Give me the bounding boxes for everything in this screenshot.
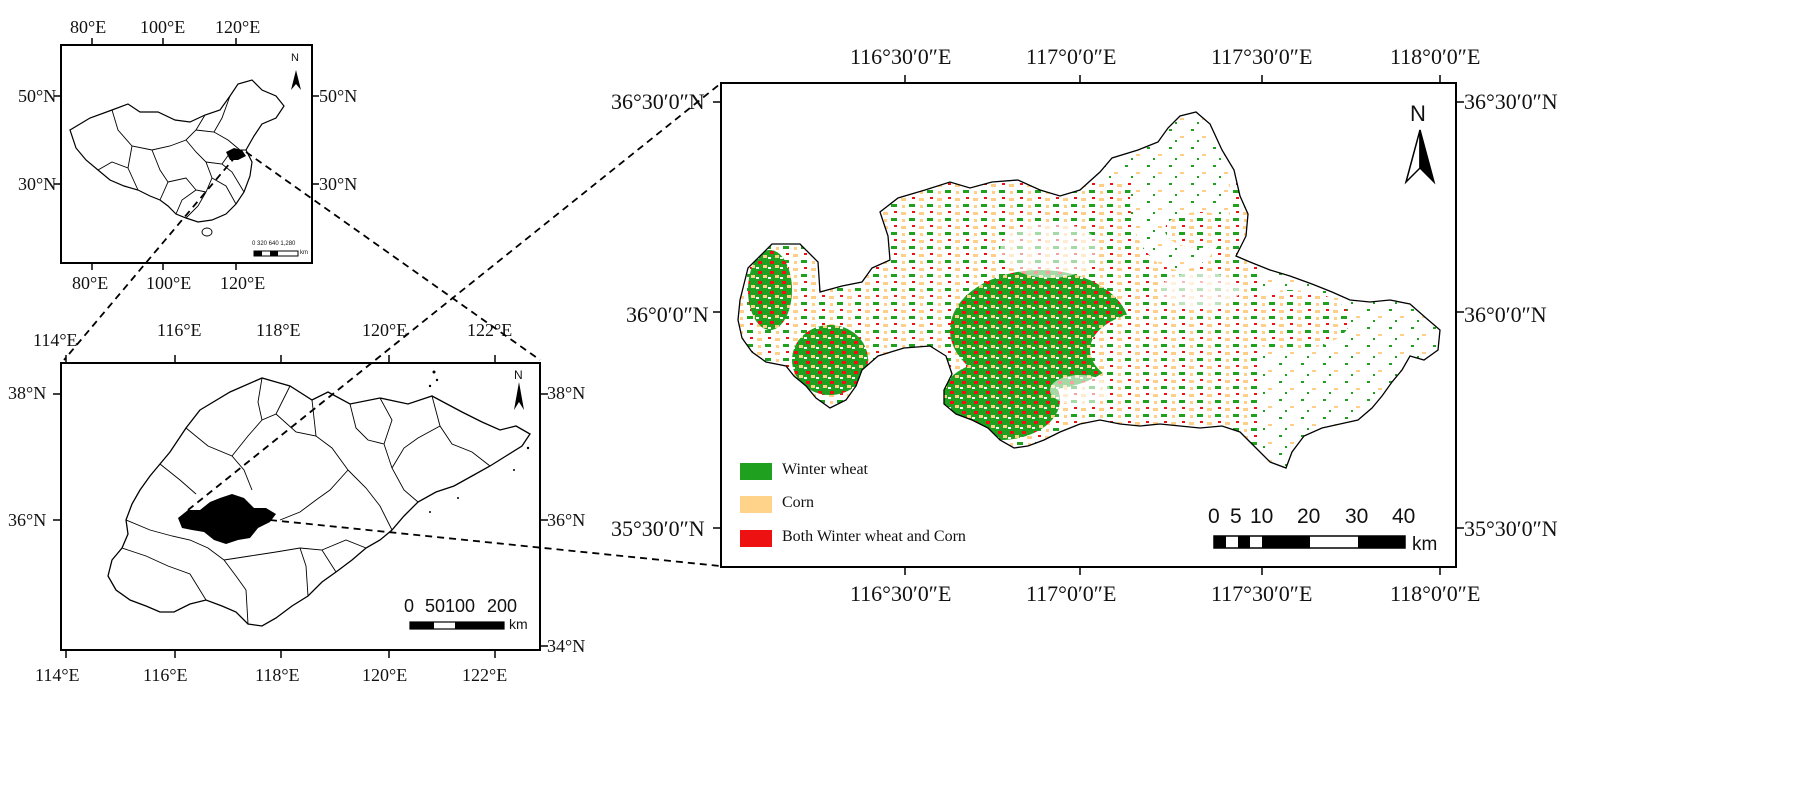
china-top-tick: 100°E (140, 17, 186, 37)
legend-swatch-wheat (740, 463, 772, 480)
study-top-tick: 117°30′0″E (1211, 44, 1313, 69)
china-top-tick: 120°E (215, 17, 261, 37)
province-bottom-tick: 118°E (255, 665, 300, 685)
study-right-tick: 36°30′0″N (1464, 89, 1558, 114)
study-top-tick: 117°0′0″E (1026, 44, 1117, 69)
province-left-tick: 36°N (8, 510, 47, 530)
china-left-tick: 50°N (18, 86, 57, 106)
china-top-tick: 80°E (70, 17, 107, 37)
legend-swatch-both (740, 530, 772, 547)
study-bottom-tick: 117°0′0″E (1026, 581, 1117, 606)
study-scale-unit: km (1412, 534, 1438, 555)
study-area-outline (737, 111, 1441, 469)
legend-label-both: Both Winter wheat and Corn (782, 528, 966, 545)
legend-swatch-corn (740, 496, 772, 513)
study-scale-number: 20 (1297, 505, 1321, 528)
study-scale-bar (1213, 535, 1406, 549)
province-bottom-tick: 122°E (462, 665, 508, 685)
legend-label-corn: Corn (782, 494, 814, 511)
north-arrow (1404, 129, 1436, 185)
province-scale-number: 200 (487, 596, 518, 616)
province-right-tick: 34°N (547, 636, 586, 656)
china-north-label: N (291, 52, 299, 64)
china-left-tick: 30°N (18, 174, 57, 194)
study-north-label: N (1410, 101, 1426, 126)
study-scale-number: 40 (1392, 505, 1416, 528)
province-scale-number: 50100 (425, 596, 476, 616)
province-bottom-tick: 120°E (362, 665, 408, 685)
province-bottom-tick: 116°E (143, 665, 188, 685)
study-bottom-tick: 116°30′0″E (850, 581, 952, 606)
province-scale-number: 0 (404, 596, 415, 616)
study-scale-number: 10 (1250, 505, 1274, 528)
study-top-tick: 118°0′0″E (1390, 44, 1481, 69)
study-scale-number: 0 (1208, 505, 1220, 528)
study-scale-number: 5 (1230, 505, 1242, 528)
study-right-tick: 36°0′0″N (1464, 302, 1547, 327)
province-bottom-tick: 114°E (35, 665, 80, 685)
study-top-tick: 116°30′0″E (850, 44, 952, 69)
legend-label-wheat: Winter wheat (782, 461, 868, 478)
province-scale-unit: km (509, 616, 528, 632)
study-right-tick: 35°30′0″N (1464, 516, 1558, 541)
province-left-tick: 38°N (8, 383, 47, 403)
study-scale-number: 30 (1345, 505, 1369, 528)
study-bottom-tick: 118°0′0″E (1390, 581, 1481, 606)
study-bottom-tick: 117°30′0″E (1211, 581, 1313, 606)
